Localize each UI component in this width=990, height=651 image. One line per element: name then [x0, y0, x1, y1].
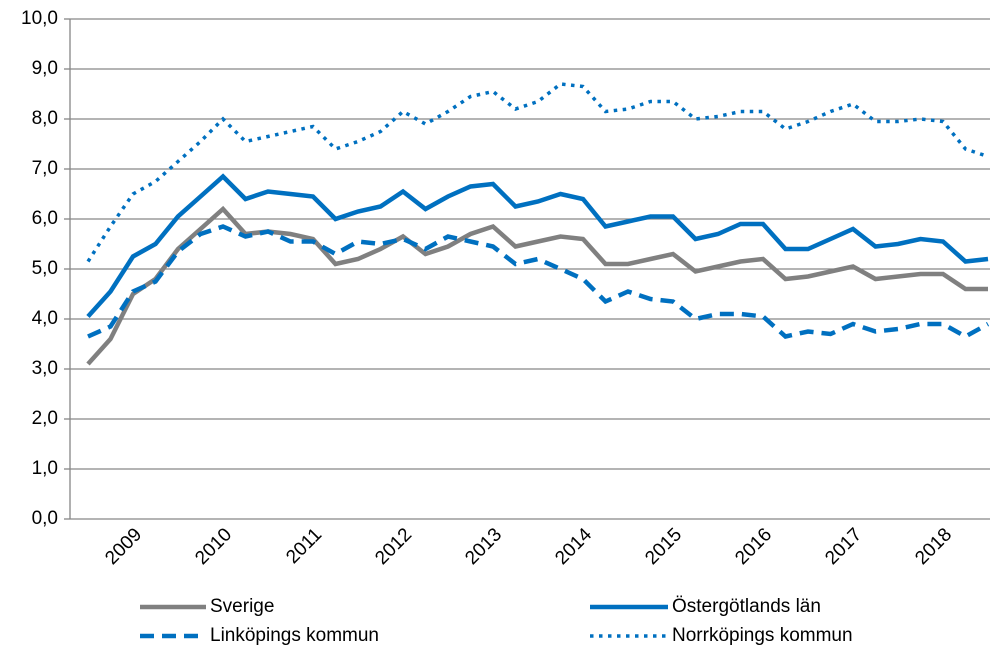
x-tick-label: 2016 — [731, 524, 776, 569]
y-tick-label: 2,0 — [32, 408, 58, 429]
y-tick-label: 1,0 — [32, 458, 58, 479]
x-tick-label: 2014 — [551, 524, 596, 569]
x-tick-label: 2011 — [282, 524, 326, 568]
legend-label: Sverige — [210, 596, 274, 617]
y-tick-label: 8,0 — [32, 108, 58, 129]
x-tick-label: 2012 — [371, 524, 416, 569]
series-line — [86, 205, 988, 366]
y-tick-label: 5,0 — [32, 258, 58, 279]
y-tick-label: 6,0 — [32, 208, 58, 229]
series-line — [86, 173, 989, 319]
x-tick-label: 2010 — [191, 524, 236, 569]
y-tick-label: 0,0 — [32, 508, 58, 529]
x-tick-label: 2018 — [911, 524, 956, 569]
y-tick-label: 7,0 — [32, 158, 58, 179]
y-tick-label: 9,0 — [32, 58, 58, 79]
x-tick-label: 2013 — [461, 524, 506, 569]
y-tick-label: 3,0 — [32, 358, 58, 379]
x-tick-label: 2015 — [641, 524, 686, 569]
y-tick-label: 4,0 — [32, 308, 58, 329]
y-tick-label: 10,0 — [21, 8, 58, 29]
legend-label: Linköpings kommun — [210, 625, 379, 646]
x-tick-label: 2009 — [101, 524, 146, 569]
x-tick-label: 2017 — [821, 524, 866, 569]
legend-label: Östergötlands län — [672, 596, 821, 617]
legend-label: Norrköpings kommun — [672, 625, 853, 646]
series-line — [86, 82, 989, 263]
